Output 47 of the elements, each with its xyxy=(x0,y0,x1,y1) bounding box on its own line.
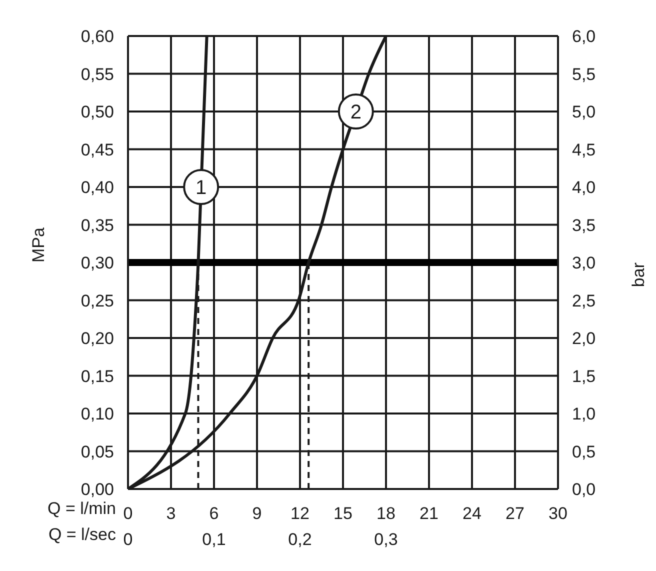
x-tick-label: 9 xyxy=(252,504,262,524)
y2-tick-label: 3,0 xyxy=(572,254,596,273)
x-axis-title: Q = l/min xyxy=(48,499,116,518)
y2-tick-label: 4,5 xyxy=(572,140,596,160)
x-tick-label: 27 xyxy=(506,504,524,524)
y-tick-label: 0,60 xyxy=(80,27,114,46)
y-axis-title: MPa xyxy=(29,227,48,262)
y-tick-label: 0,15 xyxy=(80,366,114,386)
y2-tick-label: 3,5 xyxy=(572,216,596,235)
annotation: 1 xyxy=(196,177,207,200)
y-tick-label: 0,25 xyxy=(80,291,114,310)
y2-tick-label: 5,5 xyxy=(572,64,596,84)
y-tick-label: 0,45 xyxy=(80,140,114,160)
y2-tick-label: 0,0 xyxy=(572,480,596,500)
y2-tick-label: 5,0 xyxy=(572,102,596,122)
x-tick-label: 15 xyxy=(334,504,352,524)
x-tick-label: 18 xyxy=(376,504,396,524)
y2-tick-label: 6,0 xyxy=(572,27,596,46)
x-tick-label: 6 xyxy=(209,504,219,524)
y-tick-label: 0,35 xyxy=(80,216,114,235)
x-tick-label: 0 xyxy=(123,504,133,524)
y2-tick-label: 1,5 xyxy=(572,366,596,386)
x-tick-label: 12 xyxy=(290,504,310,524)
y-tick-label: 0,20 xyxy=(80,329,114,348)
y-tick-label: 0,55 xyxy=(80,64,114,84)
y-tick-label: 0,40 xyxy=(80,178,114,198)
y-tick-label: 0,50 xyxy=(80,102,114,122)
x2-tick-label: 0,1 xyxy=(202,530,226,550)
y2-axis-title: bar xyxy=(629,262,648,288)
y-tick-label: 0,05 xyxy=(80,442,114,462)
y2-tick-label: 2,0 xyxy=(572,329,596,348)
y2-tick-label: 4,0 xyxy=(572,178,596,198)
x2-axis-title: Q = l/sec xyxy=(48,525,116,544)
x2-tick-label: 0 xyxy=(123,530,133,550)
x-tick-label: 30 xyxy=(548,504,568,524)
x-tick-label: 24 xyxy=(462,504,482,524)
x-tick-label: 3 xyxy=(166,504,176,524)
x-tick-label: 21 xyxy=(420,504,438,524)
y2-tick-label: 2,5 xyxy=(572,291,596,310)
x2-tick-label: 0,3 xyxy=(374,530,398,550)
x2-tick-label: 0,2 xyxy=(288,530,312,550)
y-tick-label: 0,00 xyxy=(80,480,114,500)
y2-tick-label: 1,0 xyxy=(572,404,596,424)
annotation: 2 xyxy=(350,102,362,124)
y-tick-label: 0,30 xyxy=(80,254,114,273)
y-tick-label: 0,10 xyxy=(80,404,114,424)
y2-tick-label: 0,5 xyxy=(572,442,596,462)
